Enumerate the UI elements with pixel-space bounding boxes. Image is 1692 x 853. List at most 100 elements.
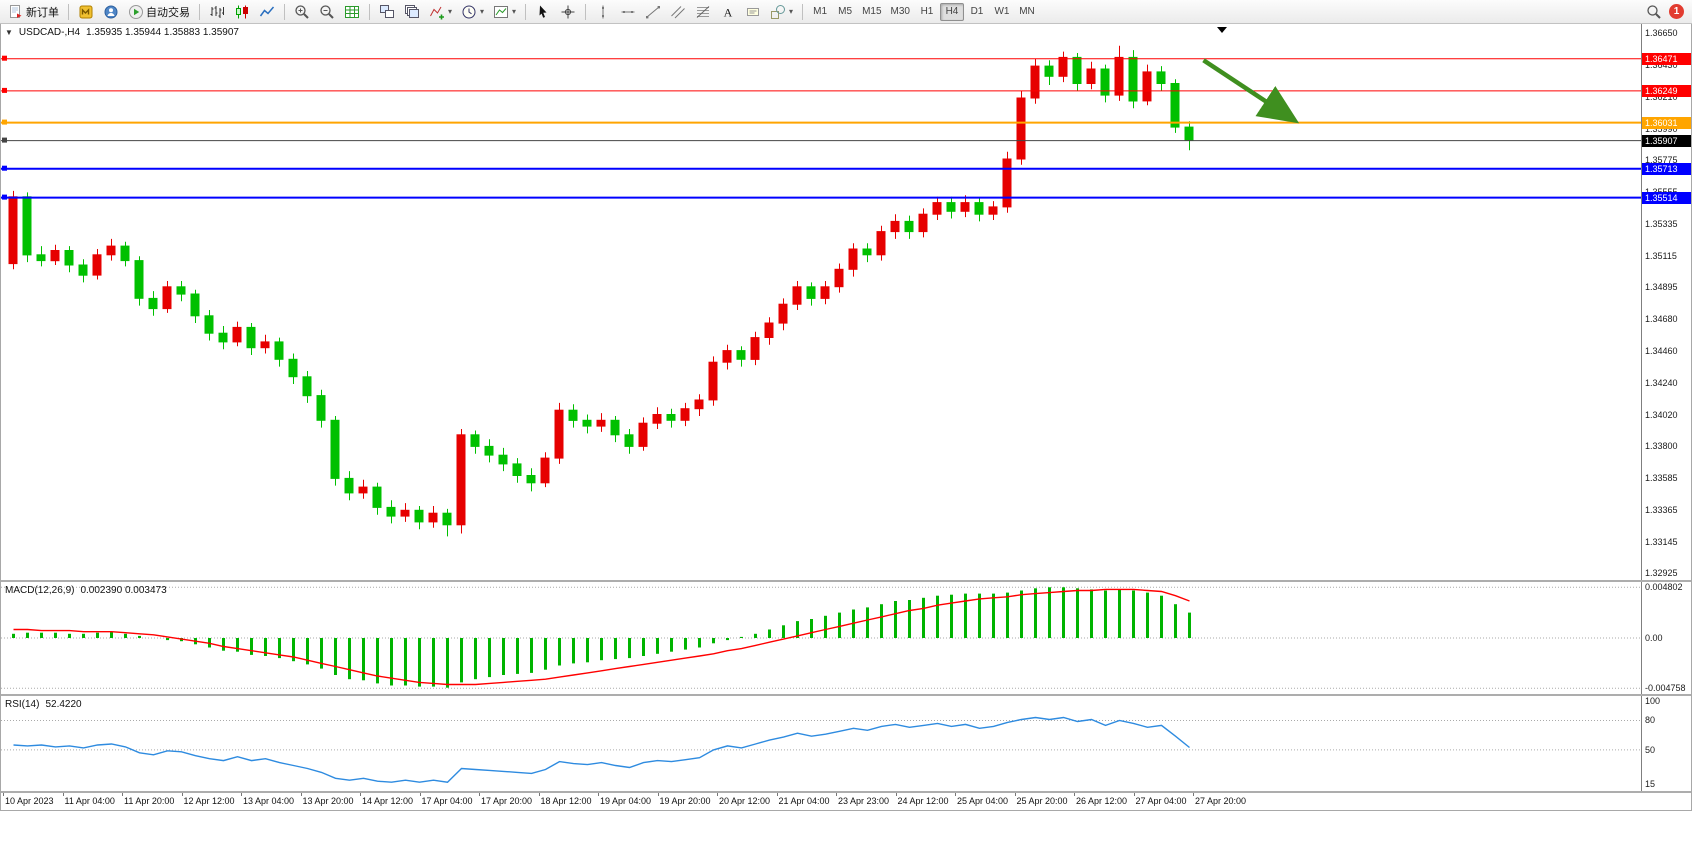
price-tag[interactable]: 1.36471: [1642, 53, 1691, 65]
time-axis-tick: [1133, 793, 1135, 796]
chart-shift-marker[interactable]: [1217, 27, 1227, 33]
price-tag[interactable]: 1.35514: [1642, 192, 1691, 204]
fibonacci-button[interactable]: [691, 2, 715, 22]
grid-icon: [344, 4, 360, 20]
line-chart-button[interactable]: [255, 2, 279, 22]
candlestick-chart-button[interactable]: [230, 2, 254, 22]
bars-icon: [209, 4, 225, 20]
time-axis-tick: [300, 793, 302, 796]
time-axis-label: 10 Apr 2023: [5, 796, 54, 806]
search-button[interactable]: [1642, 2, 1666, 22]
tile-windows-button[interactable]: [375, 2, 399, 22]
timeframe-M5-button[interactable]: M5: [838, 6, 853, 17]
rsi-axis-tick: 100: [1645, 696, 1661, 706]
polyline-icon: [259, 4, 275, 20]
rsi-axis-tick: 50: [1645, 745, 1656, 755]
timeframe-H1-button[interactable]: H1: [920, 6, 934, 17]
crosshair-button[interactable]: [556, 2, 580, 22]
time-axis-label: 20 Apr 12:00: [719, 796, 771, 806]
time-axis-label: 24 Apr 12:00: [897, 796, 949, 806]
dropdown-arrow-icon[interactable]: ▾: [789, 7, 794, 16]
time-axis-tick: [62, 793, 64, 796]
time-axis-tick: [181, 793, 183, 796]
price-axis-tick: 1.35115: [1645, 251, 1677, 261]
timeframe-H4-button[interactable]: H4: [939, 2, 964, 21]
depth-of-market-button[interactable]: [74, 2, 98, 22]
timeframe-M30-button[interactable]: M30: [890, 6, 910, 17]
auto-arrange-button[interactable]: [340, 2, 364, 22]
cascade-windows-button[interactable]: [400, 2, 424, 22]
templates-button[interactable]: ▾: [489, 2, 520, 22]
time-axis-tick: [955, 793, 956, 796]
timeframe-D1-button[interactable]: D1: [970, 6, 984, 17]
time-axis-tick: [241, 793, 242, 796]
autotrade-button[interactable]: 自动交易: [124, 2, 194, 22]
price-tag[interactable]: 1.35713: [1642, 163, 1691, 175]
price-axis-tick: 1.35335: [1645, 219, 1678, 229]
toolbar-separator: [68, 3, 69, 20]
candles-icon: [234, 4, 250, 20]
bar-chart-button[interactable]: [205, 2, 229, 22]
price-axis-tick: 1.33800: [1645, 441, 1678, 451]
timeframe-W1-button[interactable]: W1: [994, 6, 1010, 17]
toolbar-separator: [369, 3, 370, 20]
dropdown-arrow-icon[interactable]: ▾: [448, 7, 453, 16]
rsi-title: RSI(14) 52.4220: [5, 699, 82, 710]
rsi-canvas[interactable]: [1, 696, 1643, 791]
price-tag[interactable]: 1.35907: [1642, 135, 1691, 147]
text-button[interactable]: A: [716, 2, 740, 22]
zoom-in-button[interactable]: [290, 2, 314, 22]
text-icon: A: [720, 4, 736, 20]
time-axis-tick: [419, 793, 421, 796]
toolbar-separator: [802, 3, 804, 20]
symbol-period: USDCAD-,H4: [18, 27, 81, 38]
vertical-line-button[interactable]: [591, 2, 615, 22]
toolbar-separator: [199, 3, 200, 20]
rsi-axis[interactable]: 100 80 50 15: [1641, 696, 1691, 791]
macd-title: MACD(12,26,9) 0.002390 0.003473: [5, 585, 167, 596]
periods-button[interactable]: ▾: [457, 2, 488, 22]
new-order-button[interactable]: 新订单: [4, 2, 63, 22]
time-axis-label: 19 Apr 04:00: [600, 796, 652, 806]
toolbar-separator: [585, 3, 587, 20]
price-axis-tick: 1.36430: [1645, 60, 1678, 70]
notification-badge[interactable]: 1: [1669, 4, 1684, 19]
macd-axis[interactable]: 0.004802 0.00 -0.004758: [1641, 582, 1691, 694]
dropdown-arrow-icon[interactable]: ▾: [480, 7, 485, 16]
collapse-chart-icon[interactable]: ▼: [5, 28, 13, 37]
time-axis-label: 19 Apr 20:00: [659, 796, 711, 806]
panel-separator[interactable]: [1, 694, 1691, 696]
price-tag[interactable]: 1.36249: [1642, 85, 1691, 97]
price-axis[interactable]: 1.36650 1.36430 1.36210 1.35990 1.35775 1.355…: [1641, 24, 1691, 580]
cursor-button[interactable]: [531, 2, 555, 22]
timeframe-M1-button[interactable]: M1: [813, 6, 828, 17]
svg-text:A: A: [724, 5, 733, 19]
timeframe-MN-button[interactable]: MN: [1019, 6, 1035, 17]
time-axis-tick: [479, 793, 480, 796]
time-axis-tick: [657, 793, 659, 796]
shapes-icon: [770, 4, 786, 20]
zoom-out-button[interactable]: [315, 2, 339, 22]
chart-title: ▼ USDCAD-,H4 1.35935 1.35944 1.35883 1.3…: [5, 27, 239, 38]
rsi-axis-tick: 80: [1645, 715, 1656, 725]
price-chart-canvas[interactable]: [1, 24, 1643, 580]
horizontal-line-button[interactable]: [616, 2, 640, 22]
price-tag[interactable]: 1.36031: [1642, 117, 1691, 129]
label-button[interactable]: [741, 2, 765, 22]
crosshair-icon: [560, 4, 576, 20]
indicators-button[interactable]: ▾: [425, 2, 456, 22]
toolbar-separator: [284, 3, 285, 20]
dropdown-arrow-icon[interactable]: ▾: [512, 7, 517, 16]
time-axis-tick: [1193, 793, 1194, 796]
time-axis[interactable]: 10 Apr 2023 11 Apr 04:00 11 Apr 20:00 12 Ap…: [1, 793, 1691, 810]
macd-canvas[interactable]: [1, 582, 1643, 694]
trendline-button[interactable]: [641, 2, 665, 22]
channel-button[interactable]: [666, 2, 690, 22]
timeframe-M15-button[interactable]: M15: [862, 6, 882, 17]
search-icon: [1646, 4, 1662, 20]
shapes-button[interactable]: ▾: [766, 2, 797, 22]
panel-separator: [1, 791, 1691, 793]
community-button[interactable]: [99, 2, 123, 22]
tile-icon: [379, 4, 395, 20]
panel-separator[interactable]: [1, 580, 1691, 582]
